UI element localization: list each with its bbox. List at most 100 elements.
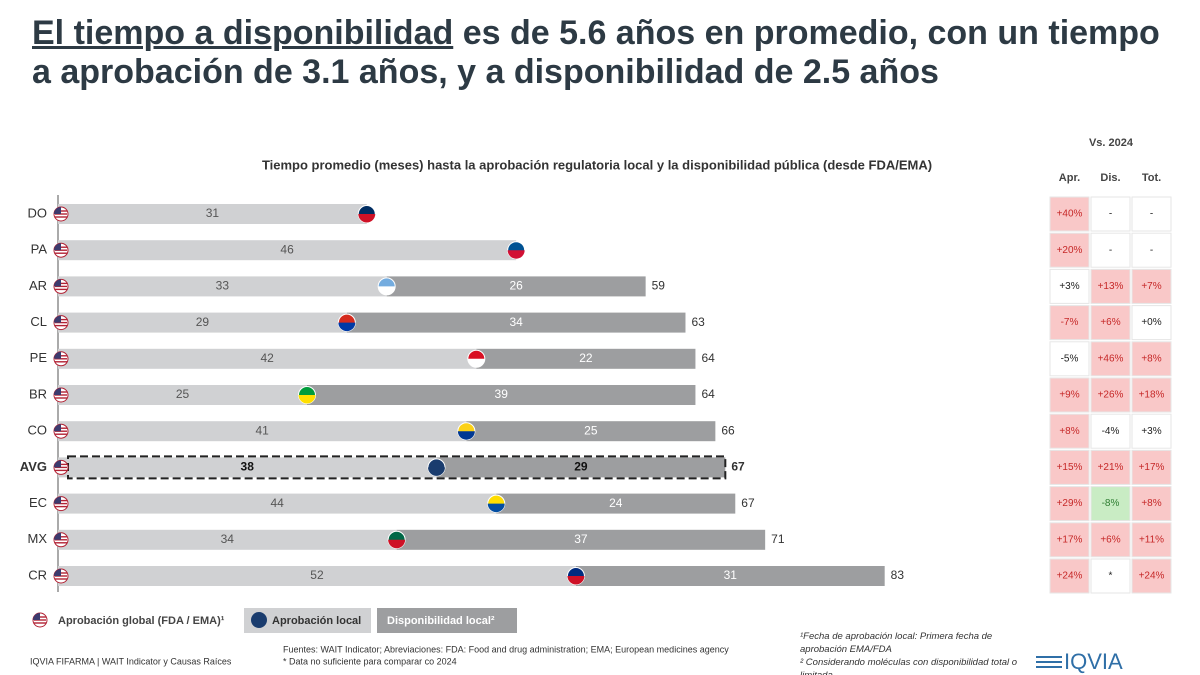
table-cell xyxy=(1090,522,1131,558)
value-label: 34 xyxy=(509,315,523,329)
table-cell xyxy=(1049,196,1090,232)
table-cell xyxy=(1049,377,1090,413)
category-label: PE xyxy=(30,350,48,365)
title: El tiempo a disponibilidad es de 5.6 año… xyxy=(32,14,1172,92)
table-cell-text: +9% xyxy=(1059,390,1079,401)
table-cell-text: +40% xyxy=(1057,209,1083,220)
table-cell-text: +11% xyxy=(1139,534,1164,545)
bar-segment xyxy=(436,457,726,478)
value-label: 44 xyxy=(270,496,284,510)
category-label: MX xyxy=(28,531,48,546)
table-cell xyxy=(1049,449,1090,485)
flag-half xyxy=(487,503,505,513)
flag-half xyxy=(358,214,376,223)
table-cell-text: +13% xyxy=(1098,281,1124,292)
bar-segment xyxy=(396,529,766,550)
flag-half xyxy=(338,322,356,332)
table-cell xyxy=(1090,558,1131,594)
table-cell xyxy=(1131,268,1172,304)
table-cell-text: +8% xyxy=(1059,426,1079,437)
flag-half xyxy=(427,467,445,476)
table-cell-text: +46% xyxy=(1098,353,1124,364)
flag-half xyxy=(467,358,485,368)
table-cell xyxy=(1090,413,1131,449)
table-cell-text: +15% xyxy=(1057,462,1083,473)
total-label: 66 xyxy=(721,423,735,437)
value-label: 31 xyxy=(724,568,738,582)
table-cell xyxy=(1049,268,1090,304)
value-label: 26 xyxy=(509,279,523,293)
flag-canton xyxy=(54,569,61,576)
value-label: 31 xyxy=(206,206,220,220)
title-underlined: El tiempo a disponibilidad xyxy=(32,14,454,52)
legend-label: Aprobación local xyxy=(272,615,361,627)
category-label: AR xyxy=(29,278,47,293)
table-cell xyxy=(1090,232,1131,268)
footer-notes: ¹Fecha de aprobación local: Primera fech… xyxy=(800,631,1018,675)
table-cell-text: - xyxy=(1150,209,1153,220)
flag-half xyxy=(457,431,475,440)
value-label: 25 xyxy=(584,423,598,437)
table-cell xyxy=(1049,232,1090,268)
table-header: Dis. xyxy=(1100,172,1120,184)
bar-segment xyxy=(307,385,696,405)
table-cell-text: - xyxy=(1109,209,1112,220)
legend-label: Disponibilidad local² xyxy=(387,615,495,627)
category-label: DO xyxy=(28,205,48,220)
value-label: 29 xyxy=(196,315,210,329)
logo-text: IQVIA xyxy=(1064,649,1123,674)
table-cell-text: - xyxy=(1109,245,1112,256)
table-cell-text: * xyxy=(1109,571,1113,582)
category-label: AVG xyxy=(20,459,47,474)
table-cell-text: +24% xyxy=(1139,571,1165,582)
flag-canton xyxy=(54,388,61,395)
table-cell-text: -4% xyxy=(1102,426,1120,437)
table-cell xyxy=(1131,449,1172,485)
flag-half xyxy=(567,576,585,585)
bar-segment xyxy=(466,421,716,442)
value-label: 39 xyxy=(495,387,509,401)
value-label: 37 xyxy=(574,532,588,546)
table-cell xyxy=(1090,196,1131,232)
note-2: ² Considerando moléculas con disponibili… xyxy=(800,657,1018,675)
table-cell xyxy=(1131,232,1172,268)
flag-canton xyxy=(54,532,61,540)
table-cell-text: +21% xyxy=(1098,462,1124,473)
total-label: 64 xyxy=(701,387,715,401)
bar-segment xyxy=(386,276,646,297)
table-cell-text: -8% xyxy=(1102,498,1120,509)
value-label: 22 xyxy=(579,351,593,365)
legend-pin xyxy=(251,612,267,628)
bar-segment xyxy=(58,566,576,586)
footer-sources: Fuentes: WAIT Indicator; Abreviaciones: … xyxy=(283,644,729,654)
table-cell xyxy=(1049,305,1090,341)
total-label: 71 xyxy=(771,532,785,546)
legend-label: Aprobación global (FDA / EMA)¹ xyxy=(58,615,225,627)
value-label: 29 xyxy=(574,460,588,474)
table-cell-text: +17% xyxy=(1057,534,1083,545)
table-cell xyxy=(1131,522,1172,558)
note-1: ¹Fecha de aprobación local: Primera fech… xyxy=(800,631,993,655)
bar-segment xyxy=(58,348,477,369)
table-header: Apr. xyxy=(1059,172,1080,184)
table-cell xyxy=(1049,413,1090,449)
bar-segment xyxy=(58,276,387,297)
bar-segment xyxy=(58,493,497,514)
category-label: EC xyxy=(29,495,47,510)
value-label: 33 xyxy=(216,279,230,293)
legend-swatch xyxy=(377,608,517,633)
bar-segment xyxy=(58,204,367,224)
table-cell xyxy=(1090,377,1131,413)
table-cell xyxy=(1131,305,1172,341)
total-label: 67 xyxy=(741,496,755,510)
table-cell xyxy=(1049,522,1090,558)
table-cell xyxy=(1049,558,1090,594)
table-cell xyxy=(1090,486,1131,522)
bar-segment xyxy=(58,457,437,478)
flag-canton xyxy=(54,424,61,432)
flag-canton xyxy=(33,613,40,620)
table-cell xyxy=(1090,305,1131,341)
table-cell xyxy=(1131,341,1172,377)
table-cell xyxy=(1090,268,1131,304)
